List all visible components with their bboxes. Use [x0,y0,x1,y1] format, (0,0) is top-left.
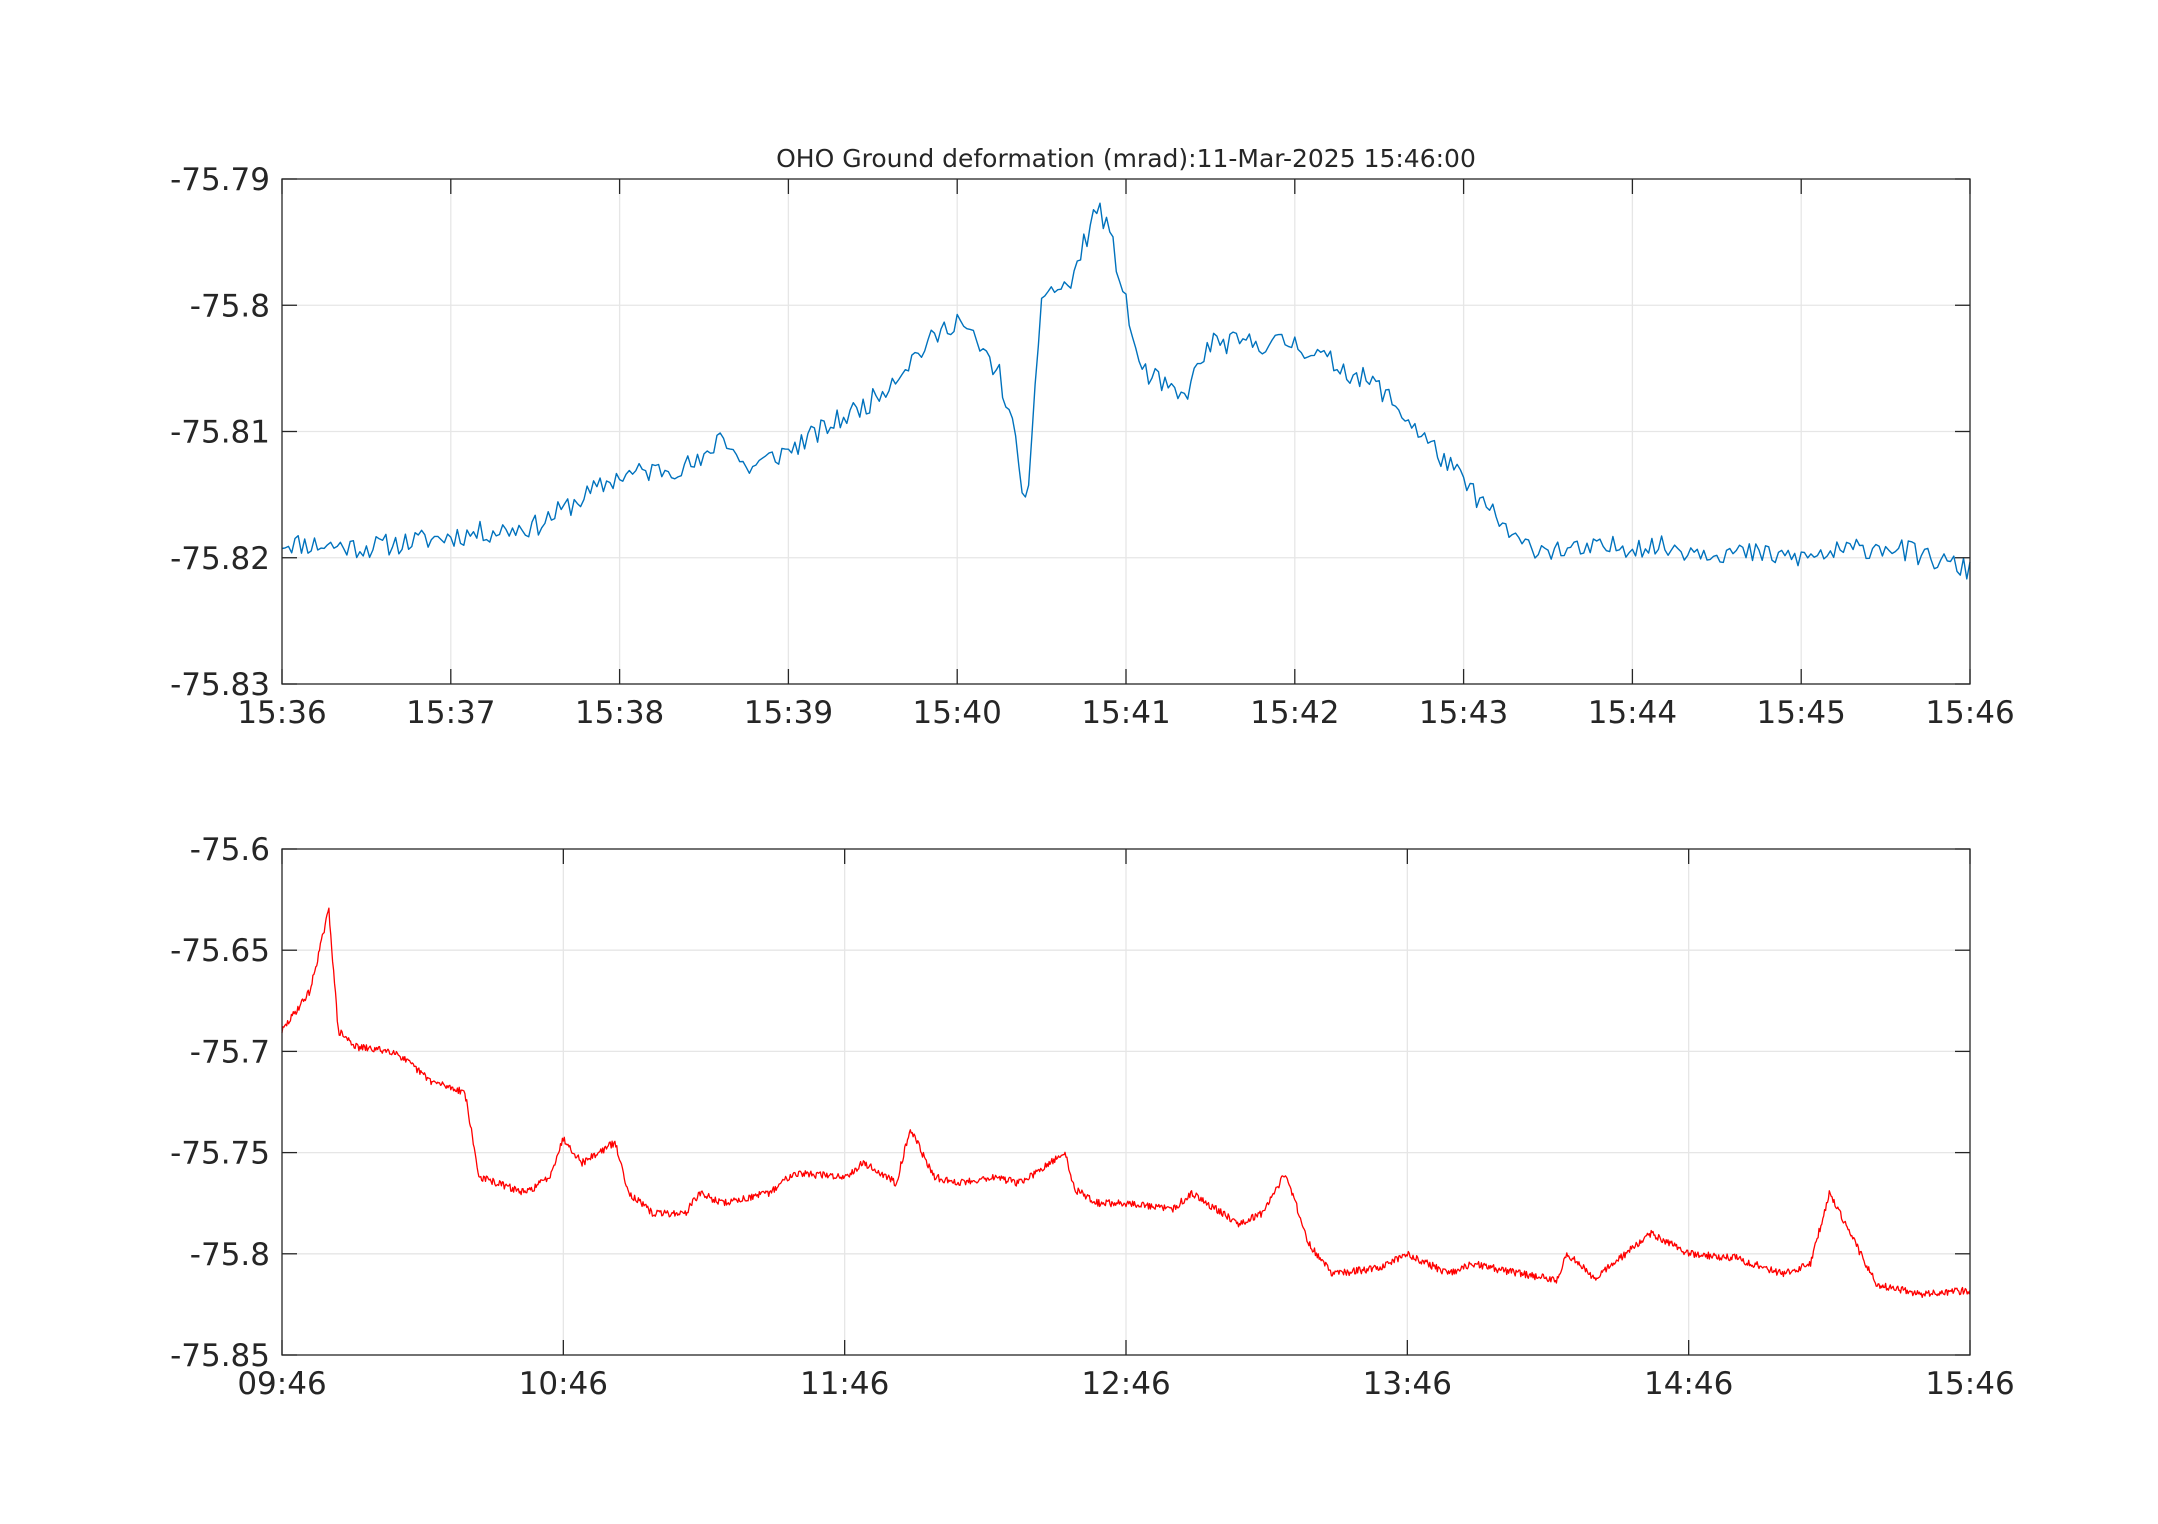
x-tick-label: 15:44 [1588,695,1677,731]
x-tick-label: 15:46 [1925,695,2014,731]
x-tick-label: 12:46 [1081,1366,1170,1402]
x-tick-label: 09:46 [237,1366,326,1402]
x-tick-label: 15:42 [1250,695,1339,731]
x-tick-label: 10:46 [519,1366,608,1402]
x-tick-label: 15:43 [1419,695,1508,731]
x-tick-label: 15:41 [1081,695,1170,731]
y-tick-label: -75.82 [170,541,270,577]
series-line [281,907,1971,1299]
y-tick-label: -75.81 [170,415,270,451]
x-tick-label: 13:46 [1363,1366,1452,1402]
y-tick-label: -75.65 [170,933,270,969]
x-tick-label: 15:46 [1925,1366,2014,1402]
x-tick-label: 15:39 [744,695,833,731]
series-line [281,202,1971,580]
y-tick-label: -75.79 [170,162,270,198]
y-tick-label: -75.6 [190,832,270,868]
top-chart-title: OHO Ground deformation (mrad):11-Mar-202… [776,144,1476,173]
bottom-axes: 09:46 10:46 11:46 12:46 13:46 14:46 15:46 -75.6… [170,832,2015,1402]
y-tick-label: -75.75 [170,1136,270,1172]
top-axes: 15:36 15:37 15:38 15:39 15:40 15:41 15:42 15:43… [170,162,2015,731]
y-tick-label: -75.85 [170,1338,270,1374]
y-tick-label: -75.7 [190,1034,270,1070]
x-tick-label: 15:37 [406,695,495,731]
y-tick-label: -75.83 [170,667,270,703]
y-tick-label: -75.8 [190,1237,270,1273]
x-tick-label: 11:46 [800,1366,889,1402]
x-tick-label: 15:38 [575,695,664,731]
x-tick-label: 15:45 [1757,695,1846,731]
x-tick-label: 15:40 [913,695,1002,731]
x-tick-label: 15:36 [237,695,326,731]
x-tick-label: 14:46 [1644,1366,1733,1402]
y-tick-label: -75.8 [190,288,270,324]
